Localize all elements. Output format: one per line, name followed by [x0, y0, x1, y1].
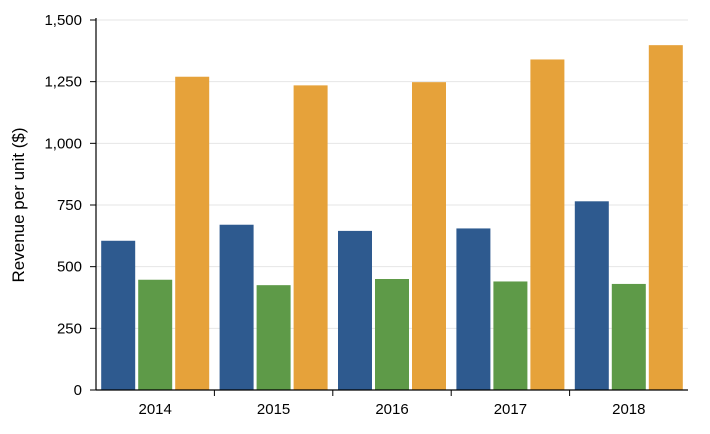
x-tick-label: 2014 — [139, 401, 172, 418]
bar — [574, 201, 609, 390]
bar — [101, 240, 136, 390]
bar — [648, 45, 683, 390]
x-tick-label: 2017 — [494, 401, 527, 418]
x-tick-label: 2018 — [612, 401, 645, 418]
bar — [375, 279, 409, 390]
y-tick-label: 0 — [74, 382, 82, 399]
bar — [493, 281, 528, 390]
x-ticks: 2014 2015 2016 2017 2018 — [139, 390, 645, 418]
bar — [338, 230, 372, 390]
y-tick-label: 750 — [57, 197, 82, 214]
y-axis-title: Revenue per unit ($) — [9, 128, 28, 283]
bar — [611, 283, 646, 390]
y-ticks: 0 250 500 750 1,000 1,250 1,500 — [44, 12, 96, 399]
y-tick-label: 1,250 — [44, 74, 82, 91]
bar — [293, 85, 328, 390]
bar — [456, 228, 491, 390]
bar — [256, 285, 291, 390]
bars — [101, 45, 683, 390]
y-tick-label: 250 — [57, 320, 82, 337]
bar — [412, 82, 446, 390]
bar — [138, 279, 173, 390]
x-tick-label: 2016 — [375, 401, 408, 418]
y-tick-label: 1,500 — [44, 12, 82, 29]
bar — [175, 76, 210, 390]
x-tick-label: 2015 — [257, 401, 290, 418]
bar — [219, 224, 254, 390]
y-tick-label: 1,000 — [44, 135, 82, 152]
y-tick-label: 500 — [57, 259, 82, 276]
bar — [530, 59, 565, 390]
